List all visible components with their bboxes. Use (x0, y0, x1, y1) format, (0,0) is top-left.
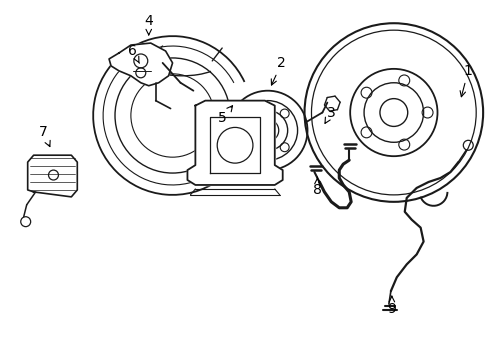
Text: 7: 7 (39, 125, 50, 147)
Polygon shape (210, 117, 259, 173)
Polygon shape (109, 43, 172, 86)
Text: 4: 4 (144, 14, 153, 35)
Polygon shape (28, 155, 77, 197)
Text: 9: 9 (386, 296, 395, 316)
Text: 2: 2 (271, 56, 285, 85)
Text: 6: 6 (128, 44, 139, 63)
Text: 1: 1 (459, 64, 472, 97)
Text: 5: 5 (217, 106, 232, 126)
Polygon shape (187, 100, 282, 185)
Text: 3: 3 (325, 105, 335, 123)
Text: 8: 8 (312, 177, 321, 197)
Polygon shape (195, 105, 274, 185)
